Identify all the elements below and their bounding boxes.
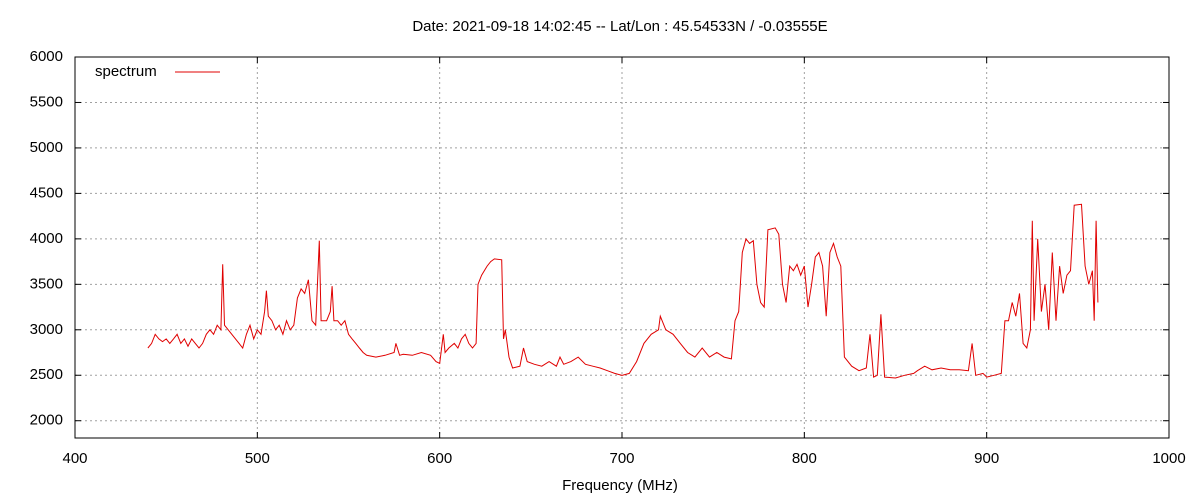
x-axis-label: Frequency (MHz) xyxy=(562,477,678,494)
y-tick-label: 4500 xyxy=(30,184,63,201)
y-tick-label: 5000 xyxy=(30,139,63,156)
chart-title: Date: 2021-09-18 14:02:45 -- Lat/Lon : 4… xyxy=(412,18,827,35)
x-tick-label: 800 xyxy=(792,450,817,467)
x-tick-label: 600 xyxy=(427,450,452,467)
x-tick-label: 400 xyxy=(62,450,87,467)
y-tick-label: 6000 xyxy=(30,48,63,65)
y-tick-label: 2000 xyxy=(30,412,63,429)
x-tick-label: 1000 xyxy=(1152,450,1185,467)
y-tick-label: 3000 xyxy=(30,321,63,338)
x-tick-label: 500 xyxy=(245,450,270,467)
y-tick-label: 5500 xyxy=(30,93,63,110)
y-tick-label: 3500 xyxy=(30,275,63,292)
plot-frame xyxy=(74,56,1170,439)
x-tick-label: 700 xyxy=(609,450,634,467)
line-series xyxy=(147,203,1099,379)
y-tick-label: 2500 xyxy=(30,366,63,383)
y-tick-label: 4000 xyxy=(30,230,63,247)
x-tick-label: 900 xyxy=(974,450,999,467)
legend-label: spectrum xyxy=(95,63,157,80)
